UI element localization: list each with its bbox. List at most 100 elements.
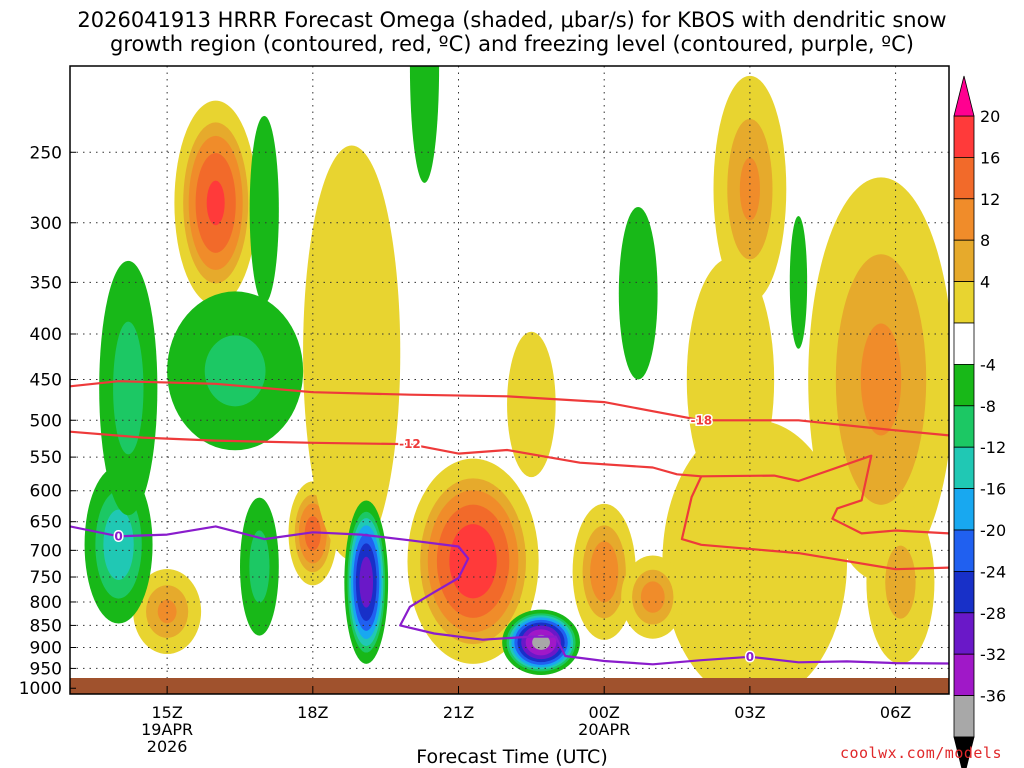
- colorbar-swatch: [953, 322, 975, 365]
- x-tick-label: 2026: [147, 737, 188, 756]
- y-tick-label-550: 550: [30, 448, 62, 468]
- omega-cell-8: [866, 500, 935, 664]
- omega-cell-15: [239, 497, 279, 636]
- omega-level--8: [249, 530, 270, 603]
- colorbar-swatch: [953, 198, 975, 241]
- colorbar-swatch: [953, 405, 975, 448]
- y-tick-label-650: 650: [30, 513, 62, 533]
- dendritic-contour-1: [70, 430, 949, 535]
- omega-cell-13: [502, 609, 580, 676]
- omega-level-16: [304, 516, 321, 551]
- plot-area: -18 -12 0 0: [70, 66, 949, 694]
- y-tick-label-1000: 1000: [19, 679, 62, 699]
- omega-cell-7: [808, 177, 949, 582]
- x-tick-label: 19APR: [141, 720, 193, 739]
- omega-shading: [84, 66, 949, 694]
- colorbar-swatch: [953, 488, 975, 531]
- omega-cell-4: [572, 503, 636, 640]
- omega-cell-6: [621, 555, 685, 639]
- omega-cell-14: [344, 500, 389, 664]
- x-axis-label: Forecast Time (UTC): [416, 746, 608, 768]
- omega-cell-3: [507, 331, 556, 478]
- x-tick-label: 00Z: [589, 703, 620, 722]
- source-credit: coolwx.com/models: [839, 744, 1002, 762]
- x-tick-label: 15Z: [151, 703, 182, 722]
- colorbar-label: 12: [980, 190, 1000, 209]
- omega-cell-12: [303, 145, 401, 561]
- omega-level--28: [359, 556, 374, 608]
- colorbar-swatch: [953, 239, 975, 282]
- omega-level--8: [204, 335, 266, 407]
- omega-level-20: [206, 180, 225, 226]
- y-tick-label-600: 600: [30, 482, 62, 502]
- ground-terrain: [70, 678, 949, 694]
- y-tick-label-250: 250: [30, 143, 62, 163]
- colorbar-label: 4: [980, 273, 990, 292]
- colorbar-swatch: [953, 695, 975, 738]
- dendritic-contour-2: [680, 475, 949, 571]
- dendritic-contour-0: [70, 380, 949, 437]
- colorbar-swatch: [953, 363, 975, 407]
- colorbar-label: 8: [980, 231, 990, 250]
- omega-cell-17: [99, 260, 158, 516]
- colorbar-swatch: [953, 653, 975, 697]
- y-tick-label-800: 800: [30, 593, 62, 613]
- y-tick-label-700: 700: [30, 541, 62, 561]
- colorbar-swatch: [953, 115, 975, 158]
- colorbar-swatch: [953, 446, 975, 490]
- x-tick-label: 06Z: [880, 703, 911, 722]
- gridlines: [70, 66, 949, 694]
- contours: -18 -12 0 0: [70, 380, 949, 666]
- colorbar-label: -32: [980, 645, 1006, 664]
- omega-level--4: [249, 115, 279, 304]
- omega-cell-18: [167, 291, 304, 451]
- colorbar-label: -12: [980, 438, 1006, 457]
- omega-level--12: [103, 509, 134, 580]
- chart-title-line-1: 2026041913 HRRR Forecast Omega (shaded, …: [77, 8, 947, 32]
- y-tick-label-450: 450: [30, 371, 62, 391]
- y-tick-label-500: 500: [30, 411, 62, 431]
- omega-level--4: [618, 206, 658, 380]
- freezing-contour-label: 0: [746, 650, 754, 664]
- omega-level-12: [860, 323, 902, 436]
- colorbar-label: -24: [980, 562, 1006, 581]
- x-tick-label: 18Z: [297, 703, 328, 722]
- omega-level--8: [113, 321, 144, 455]
- chart-title-line-2: growth region (contoured, red, ºC) and f…: [110, 32, 914, 56]
- omega-level--36: [532, 634, 550, 650]
- y-tick-label-850: 850: [30, 616, 62, 636]
- omega-cell-11: [133, 569, 202, 655]
- omega-cell-19: [409, 66, 440, 183]
- colorbar-swatch: [953, 571, 975, 614]
- freezing-contour-0: [70, 525, 949, 666]
- dendritic-contour-label: -18: [690, 413, 712, 427]
- colorbar-label: -36: [980, 687, 1006, 706]
- omega-level-8: [885, 545, 916, 619]
- omega-level-20: [449, 524, 497, 599]
- omega-cell-22: [249, 115, 279, 304]
- colorbar-bottom-arrow: [953, 736, 975, 768]
- y-tick-label-950: 950: [30, 659, 62, 679]
- colorbar-swatch: [953, 612, 975, 655]
- omega-cell-2: [407, 458, 539, 664]
- colorbar-label: 20: [980, 107, 1000, 126]
- colorbar-label: -20: [980, 521, 1006, 540]
- y-tick-label-400: 400: [30, 325, 62, 345]
- y-tick-label-350: 350: [30, 273, 62, 293]
- omega-cell-5: [662, 420, 848, 694]
- omega-cell-1: [713, 75, 787, 303]
- omega-level-4: [662, 420, 848, 694]
- colorbar-top-arrow: [953, 75, 975, 117]
- y-tick-label-750: 750: [30, 568, 62, 588]
- colorbar-label: -8: [980, 397, 996, 416]
- omega-level-12: [739, 157, 760, 221]
- y-axis: 250 300 350 400 450 500 550 600 650 700 750 800 850 9…: [19, 143, 76, 699]
- freezing-contour-label: 0: [114, 529, 122, 543]
- y-tick-label-300: 300: [30, 214, 62, 234]
- colorbar-swatch: [953, 281, 975, 324]
- colorbar-label: -16: [980, 480, 1006, 499]
- omega-level-4: [507, 331, 556, 478]
- colorbar-label: -4: [980, 355, 996, 374]
